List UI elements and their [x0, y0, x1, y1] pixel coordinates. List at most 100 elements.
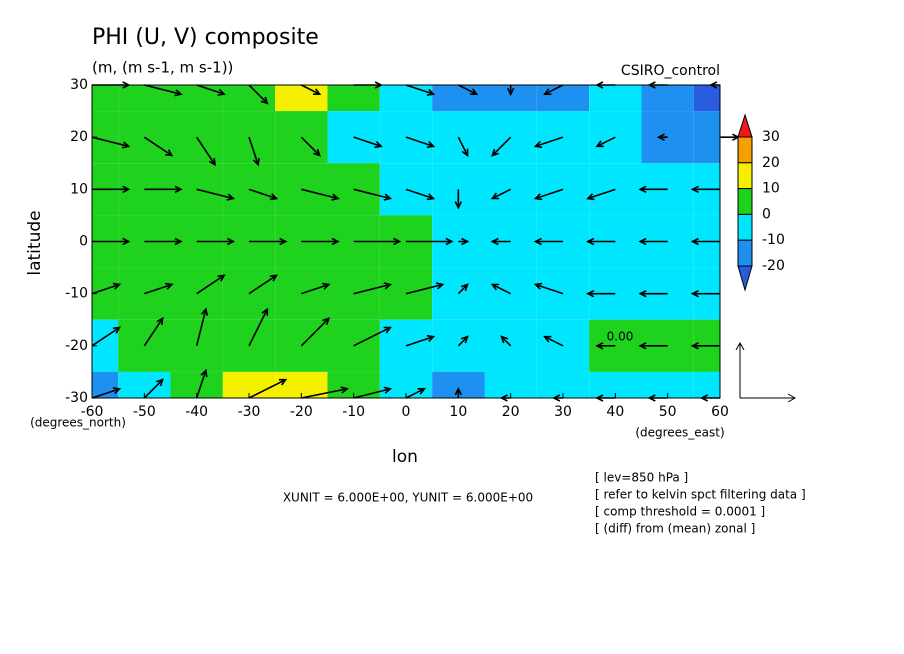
wind-vector: [196, 188, 236, 201]
colorbar-box: [737, 239, 753, 267]
wind-vector: [248, 307, 269, 347]
wind-vector: [144, 185, 183, 194]
wind-vector: [690, 185, 720, 194]
wind-vector: [91, 282, 122, 295]
wind-vector: [690, 289, 720, 298]
x-tick-label: -40: [185, 404, 208, 420]
colorbar-over: [737, 113, 753, 138]
wind-vector: [457, 335, 469, 347]
wind-vector: [491, 136, 512, 157]
wind-vector: [506, 85, 515, 96]
wind-vector: [248, 378, 288, 399]
wind-vector: [457, 136, 469, 158]
x-tick-label: -20: [290, 404, 313, 420]
unit-note: XUNIT = 6.000E+00, YUNIT = 6.000E+00: [283, 491, 533, 505]
x-tick-label: 50: [659, 404, 677, 420]
wind-vector: [143, 378, 164, 399]
wind-vector: [405, 84, 436, 96]
contour-cell: [170, 111, 223, 164]
wind-vector: [353, 188, 393, 201]
wind-vector: [500, 335, 512, 347]
x-tick-label: 0: [402, 404, 411, 420]
contour-cell: [484, 267, 537, 320]
wind-vector: [301, 386, 349, 399]
contour-cell: [693, 111, 720, 164]
wind-vector: [195, 307, 209, 347]
wind-vector: [196, 84, 226, 96]
contour-cell: [170, 267, 223, 320]
wind-vector: [301, 282, 331, 295]
contour-cell: [275, 163, 328, 216]
colorbar-box: [737, 188, 753, 215]
y-tick-label: -30: [65, 390, 88, 406]
colorbar-label: 0: [762, 206, 771, 222]
contour-cell: [536, 267, 590, 320]
contour-cell: [432, 85, 485, 112]
contour-cell: [170, 85, 223, 112]
wind-vector: [300, 136, 321, 157]
wind-vector: [533, 136, 564, 149]
wind-vector: [301, 188, 340, 201]
y-axis-label: latitude: [25, 210, 45, 275]
wind-vector: [690, 342, 720, 350]
x-axis-label: lon: [392, 447, 418, 467]
colorbar-box: [737, 136, 753, 164]
wind-vector: [196, 136, 216, 167]
wind-vector: [586, 289, 616, 298]
wind-vector: [249, 237, 288, 246]
contour-cell: [275, 85, 328, 112]
wind-vector: [586, 188, 616, 201]
note: [ (diff) from (mean) zonal ]: [595, 522, 755, 536]
contour-cell: [222, 85, 276, 112]
wind-vector: [690, 237, 720, 246]
wind-vector: [301, 237, 340, 246]
wind-vector: [638, 237, 668, 246]
contour-cell: [641, 85, 694, 112]
wind-vector: [195, 368, 208, 399]
wind-vector: [144, 237, 183, 246]
wind-vector: [91, 326, 121, 347]
note: [ comp threshold = 0.0001 ]: [595, 505, 765, 519]
contour-cell: [536, 85, 590, 112]
wind-vector: [533, 282, 564, 295]
wind-vector: [353, 386, 393, 399]
contour-cell: [432, 267, 485, 320]
wind-vector: [196, 274, 226, 295]
wind-vector: [300, 84, 322, 95]
contour-cell: [275, 267, 328, 320]
wind-vector: [720, 133, 741, 141]
wind-vector: [405, 334, 436, 347]
x-tick-label: -60: [81, 404, 104, 420]
colorbar-box: [737, 162, 753, 190]
wind-vector: [92, 237, 131, 246]
wind-vector: [490, 188, 512, 200]
chart-subtitle: (m, (m s-1, m s-1)): [92, 59, 233, 77]
wind-vector: [91, 136, 131, 149]
wind-vector: [406, 237, 454, 246]
contour-cell: [693, 85, 720, 112]
y-tick-label: 10: [70, 181, 88, 197]
wind-vector: [248, 84, 269, 105]
wind-vector: [143, 136, 174, 157]
wind-vector: [457, 283, 469, 295]
y-tick-label: 20: [70, 129, 88, 145]
contour-label: 0.00: [607, 330, 634, 344]
wind-vector: [533, 237, 563, 246]
y-tick-label: -10: [65, 286, 88, 302]
wind-vector: [543, 84, 564, 95]
wind-vector: [353, 136, 383, 149]
wind-vector: [595, 136, 616, 148]
note: [ refer to kelvin spct filtering data ]: [595, 488, 806, 502]
contour-cell: [327, 85, 380, 112]
contour-cell: [432, 111, 485, 164]
run-label: CSIRO_control: [621, 63, 720, 79]
wind-vector: [405, 188, 436, 201]
x-tick-label: -10: [342, 404, 365, 420]
wind-vector: [405, 136, 436, 149]
wind-vector: [458, 237, 470, 246]
wind-vector: [656, 133, 668, 141]
x-tick-label: 10: [449, 404, 467, 420]
reference-vector-x: [740, 393, 797, 403]
